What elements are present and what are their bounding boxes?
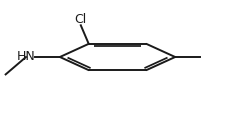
- Text: HN: HN: [17, 50, 35, 63]
- Text: Cl: Cl: [74, 13, 87, 26]
